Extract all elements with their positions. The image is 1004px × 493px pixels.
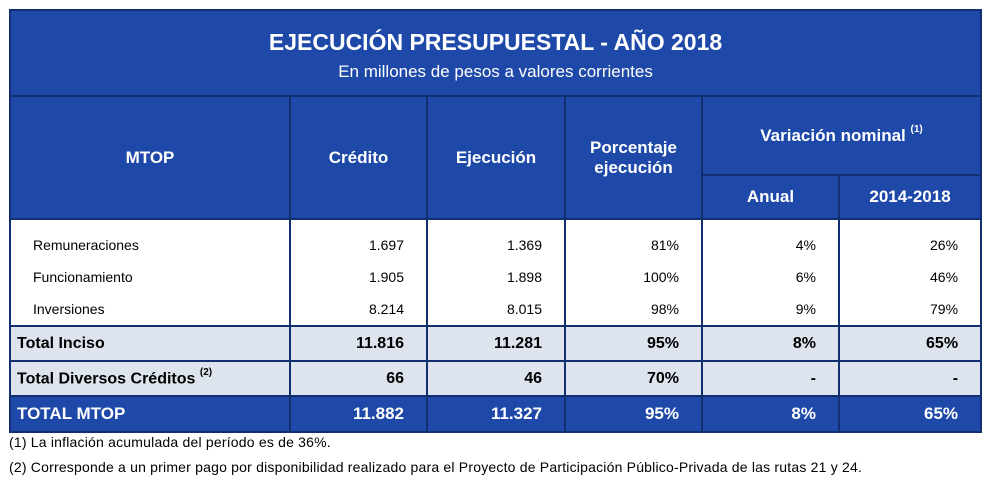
header-porcentaje-line1: Porcentaje [590,137,677,157]
cell-credito: 1.905 [289,260,428,293]
row-label-container: Total Diversos Créditos (2) [9,360,291,397]
header-variacion-label: Variación nominal [760,125,906,145]
cell-ejecucion: 11.327 [426,395,566,433]
cell-anual: 6% [701,260,840,293]
cell-porcentaje: 70% [564,360,703,397]
header-anual: Anual [701,174,840,220]
header-periodo: 2014-2018 [837,174,983,220]
row-label: Funcionamiento [9,260,291,293]
cell-periodo: 46% [837,260,983,293]
total-mtop-row: TOTAL MTOP 11.882 11.327 95% 8% 65% [9,395,983,433]
cell-credito: 66 [289,360,428,397]
footnotes: (1) La inflación acumulada del período e… [9,430,862,480]
cell-credito: 1.697 [289,219,428,260]
row-label: Remuneraciones [9,219,291,260]
header-porcentaje-line2: ejecución [594,157,673,177]
title-row: EJECUCIÓN PRESUPUESTAL - AÑO 2018 [8,9,983,58]
cell-periodo: 79% [837,293,983,326]
table-row: Inversiones 8.214 8.015 98% 9% 79% [9,293,983,326]
header-variacion: Variación nominal (1) [700,95,983,176]
budget-table-container: EJECUCIÓN PRESUPUESTAL - AÑO 2018 En mil… [8,9,983,433]
header-variacion-note: (1) [910,123,923,135]
row-label: Inversiones [9,293,291,326]
row-label: Total Diversos Créditos [17,370,196,388]
subtitle-row: En millones de pesos a valores corriente… [8,58,983,97]
cell-porcentaje: 95% [564,325,703,362]
cell-anual: 8% [701,325,840,362]
cell-credito: 11.882 [289,395,428,433]
cell-periodo: 65% [837,395,983,433]
cell-anual: - [701,360,840,397]
budget-table: EJECUCIÓN PRESUPUESTAL - AÑO 2018 En mil… [8,9,983,433]
header-credito: Crédito [289,95,428,220]
total-inciso-row: Total Inciso 11.816 11.281 95% 8% 65% [9,325,983,362]
table-row: Remuneraciones 1.697 1.369 81% 4% 26% [9,219,983,260]
header-ejecucion: Ejecución [426,95,566,220]
footnote-1: (1) La inflación acumulada del período e… [9,434,331,450]
footnote-marker: (2) [199,366,213,378]
table-row: Funcionamiento 1.905 1.898 100% 6% 46% [9,260,983,293]
cell-ejecucion: 11.281 [426,325,566,362]
cell-periodo: 26% [837,219,983,260]
cell-periodo: 65% [837,325,983,362]
cell-porcentaje: 81% [564,219,703,260]
table-subtitle: En millones de pesos a valores corriente… [8,58,983,97]
header-row-1: MTOP Crédito Ejecución Porcentaje ejecuc… [9,95,983,220]
cell-ejecucion: 46 [426,360,566,397]
header-porcentaje: Porcentaje ejecución [564,95,703,220]
cell-ejecucion: 1.369 [426,219,566,260]
cell-porcentaje: 100% [564,260,703,293]
cell-anual: 9% [701,293,840,326]
cell-porcentaje: 98% [564,293,703,326]
cell-anual: 4% [701,219,840,260]
header-mtop: MTOP [9,95,291,220]
footnote-2: (2) Corresponde a un primer pago por dis… [9,459,863,475]
cell-anual: 8% [701,395,840,433]
cell-credito: 11.816 [289,325,428,362]
row-label: Total Inciso [9,325,291,362]
cell-ejecucion: 8.015 [426,293,566,326]
cell-ejecucion: 1.898 [426,260,566,293]
cell-credito: 8.214 [289,293,428,326]
cell-periodo: - [837,360,983,397]
cell-porcentaje: 95% [564,395,703,433]
row-label: TOTAL MTOP [9,395,291,433]
total-diversos-row: Total Diversos Créditos (2) 66 46 70% - … [9,360,983,397]
table-title: EJECUCIÓN PRESUPUESTAL - AÑO 2018 [8,9,983,58]
